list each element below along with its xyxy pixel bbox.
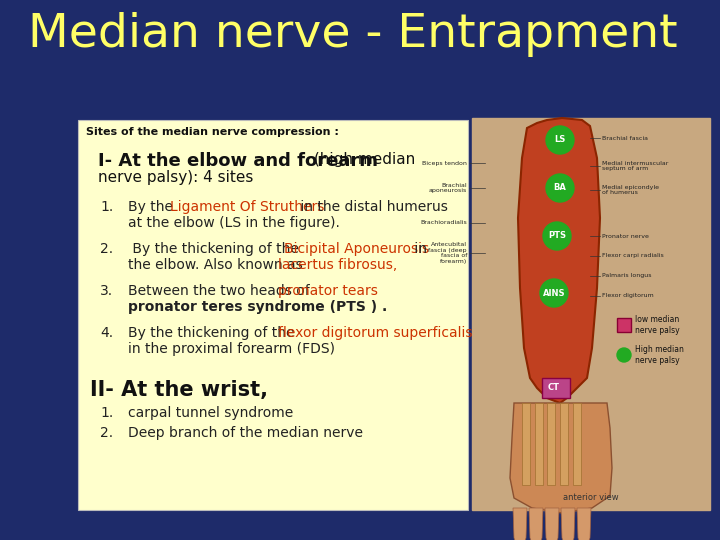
Text: Flexor carpi radialis: Flexor carpi radialis	[602, 253, 664, 259]
Text: 2.: 2.	[100, 242, 113, 256]
Polygon shape	[561, 508, 575, 540]
Text: nerve palsy): 4 sites: nerve palsy): 4 sites	[98, 170, 253, 185]
Text: AINS: AINS	[543, 288, 565, 298]
Text: I- At the elbow and forearm: I- At the elbow and forearm	[98, 152, 378, 170]
Text: low median
nerve palsy: low median nerve palsy	[635, 315, 680, 335]
Polygon shape	[513, 508, 527, 540]
Text: 4.: 4.	[100, 326, 113, 340]
Text: Antecubital
fascia (deep
fascia of
forearm): Antecubital fascia (deep fascia of forea…	[428, 242, 467, 264]
Text: By the thickening of the: By the thickening of the	[128, 326, 299, 340]
Text: 3.: 3.	[100, 284, 113, 298]
Text: in the proximal forearm (FDS): in the proximal forearm (FDS)	[128, 342, 335, 356]
Text: Medial intermuscular
septum of arm: Medial intermuscular septum of arm	[602, 160, 668, 171]
FancyBboxPatch shape	[78, 120, 468, 510]
Polygon shape	[510, 403, 612, 513]
Text: CT: CT	[548, 383, 560, 393]
Text: II- At the wrist,: II- At the wrist,	[90, 380, 268, 400]
Text: By the: By the	[128, 200, 177, 214]
Text: LS: LS	[554, 136, 566, 145]
Text: 2.: 2.	[100, 426, 113, 440]
Bar	[560, 403, 568, 485]
Text: High median
nerve palsy: High median nerve palsy	[635, 345, 684, 364]
Text: pronator teres syndrome (PTS ) .: pronator teres syndrome (PTS ) .	[128, 300, 387, 314]
Text: 1.: 1.	[100, 406, 113, 420]
Polygon shape	[529, 508, 543, 540]
Text: in: in	[410, 242, 427, 256]
Text: Bicipital Aponeurosis: Bicipital Aponeurosis	[284, 242, 429, 256]
Circle shape	[617, 348, 631, 362]
Text: anterior view: anterior view	[563, 493, 618, 502]
Circle shape	[546, 126, 574, 154]
Text: carpal tunnel syndrome: carpal tunnel syndrome	[128, 406, 293, 420]
Bar	[617, 318, 631, 332]
Text: in the distal humerus: in the distal humerus	[296, 200, 448, 214]
Text: Brachial
aponeurosis: Brachial aponeurosis	[428, 183, 467, 193]
Text: Biceps tendon: Biceps tendon	[422, 160, 467, 165]
Text: By the thickening of the: By the thickening of the	[128, 242, 303, 256]
Text: Medial epicondyle
of humerus: Medial epicondyle of humerus	[602, 185, 659, 195]
Text: Pronator nerve: Pronator nerve	[602, 233, 649, 239]
Text: lacertus fibrosus,: lacertus fibrosus,	[278, 258, 397, 272]
Polygon shape	[518, 118, 600, 403]
Text: Brachioradialis: Brachioradialis	[420, 220, 467, 226]
Text: BA: BA	[554, 184, 567, 192]
Text: pronator tears: pronator tears	[278, 284, 378, 298]
Text: flexor digitorum superficalis: flexor digitorum superficalis	[278, 326, 472, 340]
Bar	[573, 403, 581, 485]
Text: Sites of the median nerve compression :: Sites of the median nerve compression :	[86, 127, 339, 137]
Text: Brachial fascia: Brachial fascia	[602, 136, 648, 140]
Text: Between the two heads of: Between the two heads of	[128, 284, 314, 298]
Text: at the elbow (LS in the figure).: at the elbow (LS in the figure).	[128, 216, 340, 230]
Text: the elbow. Also known as: the elbow. Also known as	[128, 258, 307, 272]
Circle shape	[546, 174, 574, 202]
Text: Deep branch of the median nerve: Deep branch of the median nerve	[128, 426, 363, 440]
Text: Ligament Of Struthers: Ligament Of Struthers	[170, 200, 325, 214]
Text: (high median: (high median	[309, 152, 415, 167]
Text: Median nerve - Entrapment: Median nerve - Entrapment	[28, 12, 678, 57]
Text: 1.: 1.	[100, 200, 113, 214]
Bar	[472, 118, 710, 510]
Text: Flexor digitorum: Flexor digitorum	[602, 294, 654, 299]
Bar	[522, 403, 530, 485]
Circle shape	[540, 279, 568, 307]
Bar	[542, 378, 570, 398]
Text: Palmaris longus: Palmaris longus	[602, 273, 652, 279]
Bar	[535, 403, 543, 485]
Circle shape	[543, 222, 571, 250]
Polygon shape	[545, 508, 559, 540]
Bar	[547, 403, 555, 485]
Text: PTS: PTS	[548, 232, 566, 240]
Polygon shape	[577, 508, 591, 540]
